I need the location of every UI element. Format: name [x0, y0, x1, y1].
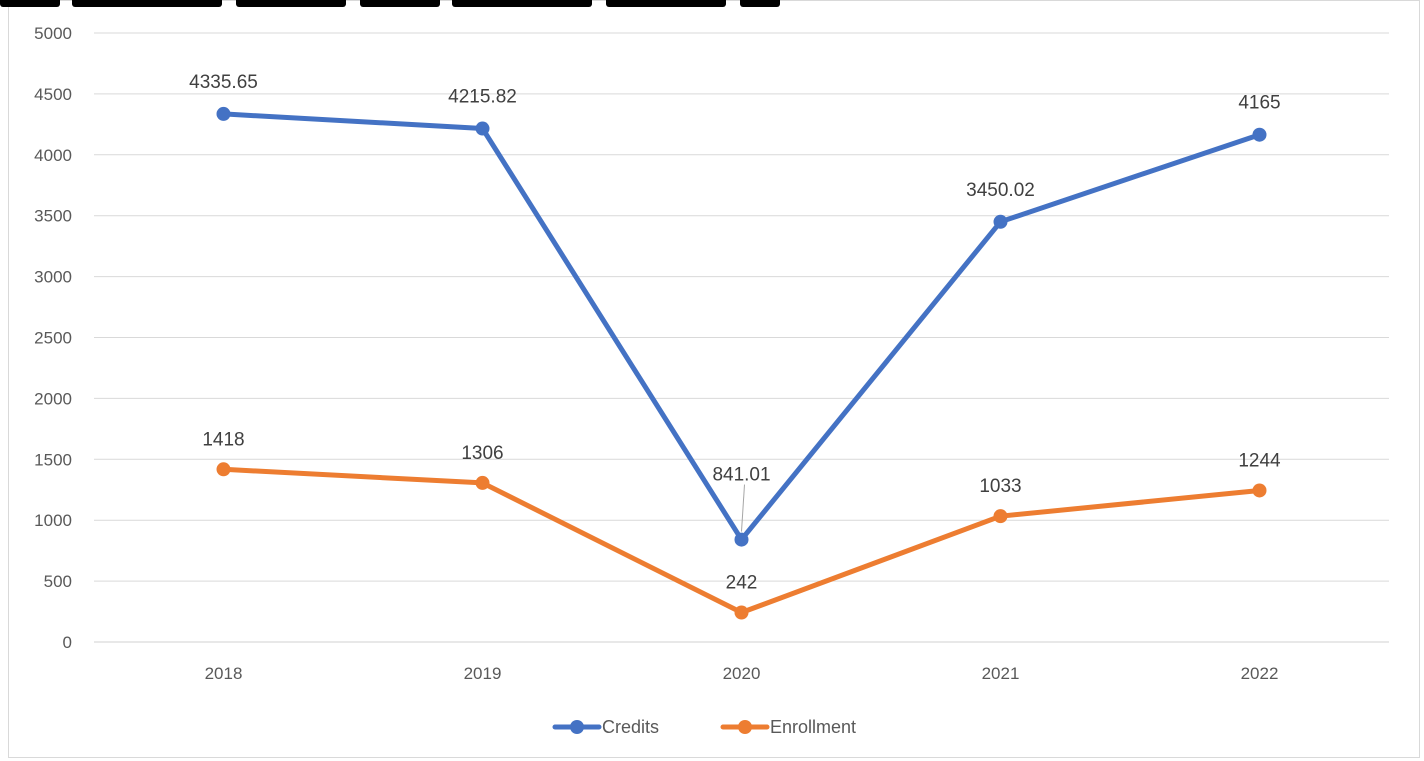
y-tick-label: 0 [63, 633, 72, 652]
y-tick-label: 5000 [34, 24, 72, 43]
chart-frame [8, 0, 1420, 758]
data-labels: 4335.65 4215.82 841.01 3450.02 4165 1418 1306 2… [189, 72, 1281, 594]
y-tick-label: 3000 [34, 268, 72, 287]
data-label: 4215.82 [448, 87, 517, 108]
series-group [216, 106, 1267, 620]
data-point [1252, 483, 1267, 498]
y-tick-label: 4000 [34, 146, 72, 165]
legend-label: Enrollment [770, 717, 856, 737]
data-point [734, 532, 749, 547]
y-tick-label: 2000 [34, 389, 72, 408]
x-tick-label: 2018 [205, 664, 243, 683]
data-label: 1244 [1238, 450, 1281, 471]
data-point [216, 462, 231, 477]
y-tick-label: 500 [44, 572, 72, 591]
x-tick-label: 2021 [982, 664, 1020, 683]
data-point [993, 509, 1008, 524]
y-tick-label: 1500 [34, 450, 72, 469]
x-axis: 2018 2019 2020 2021 2022 [205, 664, 1279, 683]
y-tick-label: 4500 [34, 85, 72, 104]
legend-label: Credits [602, 717, 659, 737]
data-point [475, 475, 490, 490]
legend-marker [738, 720, 752, 734]
data-label: 4165 [1238, 93, 1280, 114]
data-point [475, 121, 490, 136]
chart-title-cropped [0, 0, 1424, 9]
y-axis: 0 500 1000 1500 2000 2500 3000 3500 4000 4500 5000 [34, 24, 72, 652]
data-label: 841.01 [712, 465, 770, 486]
y-tick-label: 2500 [34, 329, 72, 348]
x-tick-label: 2019 [464, 664, 502, 683]
data-point [734, 605, 749, 620]
data-label: 242 [726, 573, 758, 594]
data-point [1252, 127, 1267, 142]
legend: Credits Enrollment [552, 717, 856, 737]
y-tick-label: 1000 [34, 511, 72, 530]
data-label: 4335.65 [189, 72, 258, 93]
gridlines [94, 32, 1389, 643]
data-label: 1033 [979, 476, 1021, 497]
data-label-leader [741, 484, 745, 532]
data-point [993, 214, 1008, 229]
x-tick-label: 2022 [1241, 664, 1279, 683]
x-tick-label: 2020 [723, 664, 761, 683]
legend-marker [570, 720, 584, 734]
data-label: 3450.02 [966, 180, 1035, 201]
data-point [216, 106, 231, 121]
data-label: 1418 [202, 429, 244, 450]
data-label: 1306 [461, 443, 503, 464]
y-tick-label: 3500 [34, 207, 72, 226]
